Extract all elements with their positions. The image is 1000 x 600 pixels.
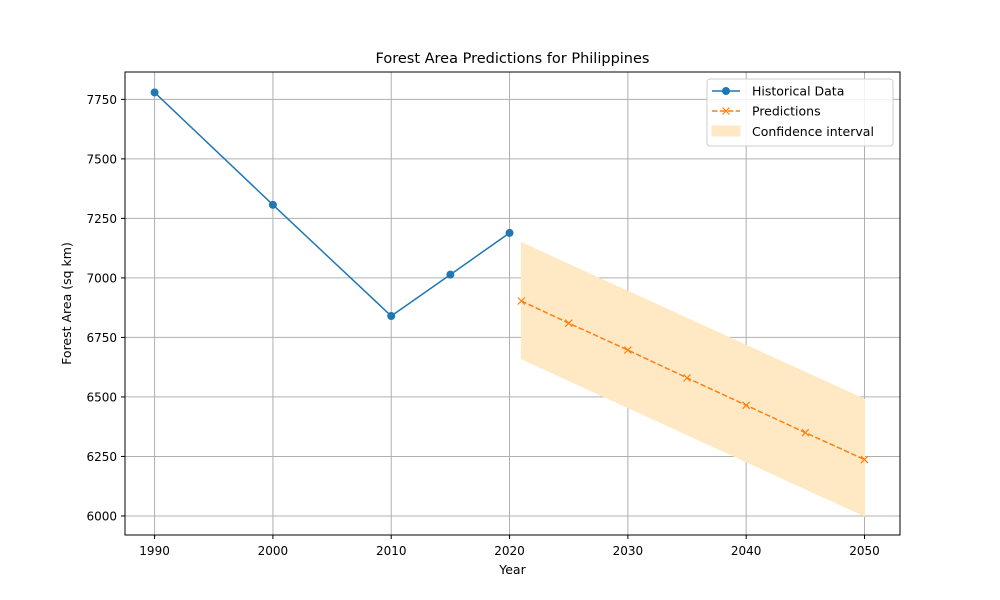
- historical-data-point: [387, 311, 396, 320]
- legend-box: [706, 78, 894, 147]
- x-tick-label: 2040: [731, 544, 762, 558]
- series-layer: [150, 88, 869, 464]
- historical-data-point: [505, 228, 514, 237]
- confidence-interval-layer: [520, 241, 866, 517]
- y-tick-label: 6000: [86, 509, 117, 523]
- x-axis-label: Year: [498, 562, 526, 577]
- y-tick-label: 7500: [86, 152, 117, 166]
- y-tick-label: 7250: [86, 212, 117, 226]
- legend: Historical Data Predictions Confidence i…: [706, 78, 894, 147]
- historical-data-point: [446, 270, 455, 279]
- legend-historical-marker: [722, 87, 730, 95]
- historical-data-point: [268, 200, 277, 209]
- prediction-point: [801, 428, 810, 437]
- x-tick-label: 2000: [258, 544, 289, 558]
- prediction-point: [742, 401, 751, 410]
- y-tick-label: 7750: [86, 93, 117, 107]
- prediction-point: [683, 373, 691, 382]
- chart-title: Forest Area Predictions for Philippines: [376, 51, 650, 67]
- plot-area-frame: [124, 71, 901, 536]
- y-tick-label: 6750: [86, 331, 117, 345]
- legend-predictions-marker: [722, 107, 730, 115]
- prediction-point: [564, 319, 573, 328]
- historical-data-point: [150, 88, 159, 97]
- prediction-point: [860, 455, 869, 464]
- y-tick-label: 6500: [86, 390, 117, 404]
- x-tick-label: 2010: [376, 544, 407, 558]
- x-tick-label: 1990: [139, 544, 170, 558]
- y-tick-label: 6250: [86, 450, 117, 464]
- axis-ticks: 1990 2000 2010 2020 2030 2040 2050 6000 6250 6500…: [86, 93, 879, 558]
- confidence-interval-band: [520, 241, 866, 517]
- x-tick-label: 2050: [849, 544, 880, 558]
- legend-confidence-label: Confidence interval: [752, 124, 874, 139]
- prediction-point: [517, 297, 526, 305]
- y-tick-label: 7000: [86, 271, 117, 285]
- legend-historical-label: Historical Data: [752, 84, 844, 99]
- x-tick-label: 2030: [613, 544, 644, 558]
- legend-confidence-swatch: [711, 125, 741, 137]
- y-axis-label: Forest Area (sq km): [59, 242, 74, 365]
- prediction-point: [623, 346, 632, 354]
- legend-predictions-label: Predictions: [752, 104, 821, 119]
- x-tick-label: 2020: [494, 544, 525, 558]
